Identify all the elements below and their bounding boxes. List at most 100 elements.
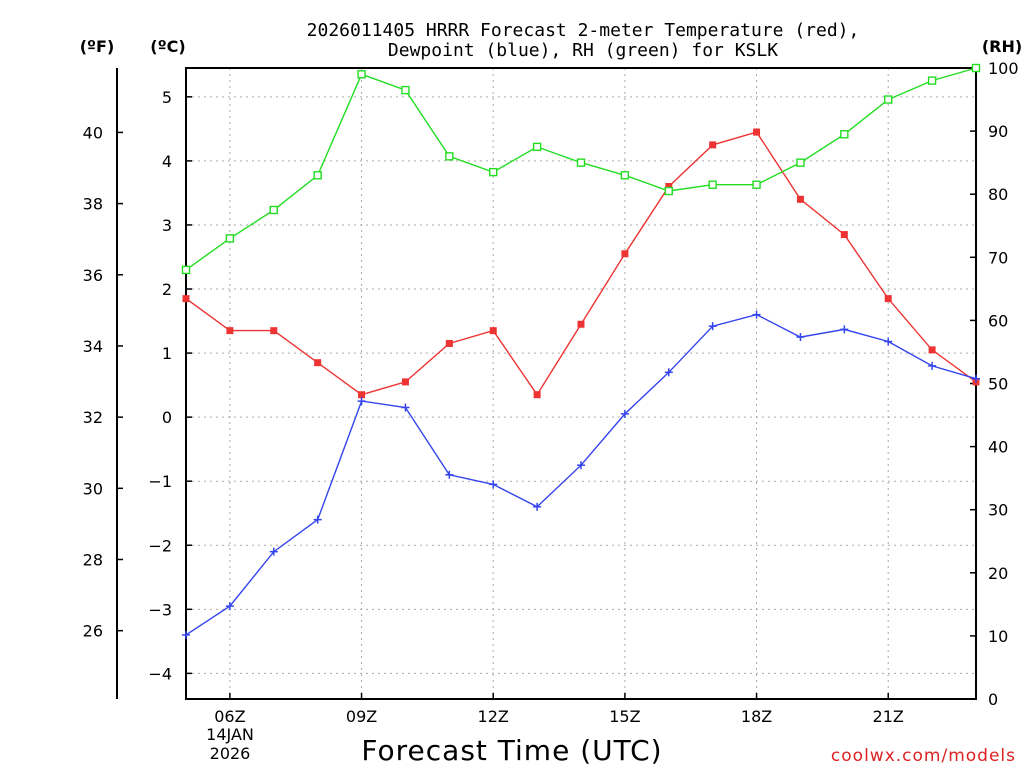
date-label-year: 2026: [210, 744, 251, 763]
x-tick-label: 18Z: [741, 707, 772, 726]
fahrenheit-tick-label: 36: [83, 266, 103, 285]
celsius-tick-label: 4: [162, 152, 172, 171]
2-meter-temperature-point: [884, 295, 892, 303]
rh-tick-label: 90: [988, 122, 1008, 141]
dewpoint-point: [972, 374, 980, 383]
dewpoint-point: [620, 409, 629, 418]
rh-tick-label: 20: [988, 564, 1008, 583]
chart-title-line-1: 2026011405 HRRR Forecast 2-meter Tempera…: [307, 20, 860, 41]
rh-point: [884, 95, 893, 104]
dewpoint-point: [928, 361, 937, 370]
rh-point: [796, 158, 805, 167]
dewpoint-point: [884, 337, 893, 346]
fahrenheit-tick-label: 30: [83, 479, 103, 498]
dewpoint-line: [185, 313, 977, 636]
2-meter-temperature-point: [270, 327, 278, 335]
source-credit: coolwx.com/models: [831, 746, 1016, 766]
rh-point: [927, 76, 937, 85]
x-tick-label: 09Z: [346, 707, 377, 726]
dewpoint-point: [752, 310, 761, 319]
rh-line: [185, 67, 977, 271]
date-label-day: 14JAN: [206, 725, 254, 744]
2-meter-temperature-point: [445, 339, 453, 347]
rh-point: [489, 167, 498, 177]
celsius-tick-label: 1: [162, 344, 172, 363]
rh-point: [971, 63, 981, 73]
dewpoint-point: [489, 480, 498, 489]
celsius-unit-label: (ºC): [150, 37, 185, 56]
rh-point: [664, 186, 673, 196]
2-meter-temperature-point: [621, 250, 629, 258]
dewpoint-point: [401, 403, 410, 412]
2-meter-temperature-point: [796, 195, 804, 203]
fahrenheit-unit-label: (ºF): [80, 37, 115, 56]
dewpoint-point: [313, 515, 322, 524]
data-series: [181, 63, 981, 639]
rh-tick-label: 70: [988, 248, 1008, 267]
rh-tick-label: 40: [988, 438, 1008, 457]
dewpoint-point: [445, 470, 454, 479]
rh-tick-label: 0: [988, 690, 998, 709]
rh-point: [401, 85, 410, 95]
2-meter-temperature-point: [489, 327, 497, 335]
x-tick-label: 15Z: [609, 707, 640, 726]
celsius-tick-label: 0: [162, 408, 172, 427]
rh-point: [752, 180, 761, 189]
2-meter-temperature-point: [314, 359, 322, 367]
rh-tick-label: 30: [988, 501, 1008, 520]
2-meter-temperature-point: [358, 391, 366, 399]
x-tick-label: 06Z: [214, 707, 245, 726]
rh-point: [708, 180, 717, 189]
2-meter-temperature-point: [226, 327, 234, 335]
2-meter-temperature-point: [577, 320, 585, 328]
celsius-tick-label: 3: [162, 216, 172, 235]
2-meter-temperature-point: [533, 391, 541, 399]
celsius-tick-label: −3: [148, 600, 172, 619]
dewpoint-point: [796, 333, 805, 342]
rh-tick-label: 100: [988, 59, 1019, 78]
rh-point: [576, 158, 586, 167]
x-tick-label: 12Z: [478, 707, 509, 726]
rh-point: [620, 171, 630, 180]
rh-unit-label: (RH): [982, 37, 1022, 56]
2-meter-temperature-line: [185, 131, 977, 396]
rh-tick-label: 60: [988, 311, 1008, 330]
2-meter-temperature-series: [182, 128, 980, 399]
dewpoint-point: [664, 368, 673, 377]
dewpoint-point: [269, 547, 278, 556]
rh-point: [181, 265, 191, 275]
fahrenheit-tick-label: 34: [83, 337, 103, 356]
celsius-tick-label: 5: [162, 88, 172, 107]
2-meter-temperature-point: [665, 183, 673, 191]
rh-point: [269, 205, 278, 215]
rh-point: [840, 130, 849, 139]
rh-tick-label: 10: [988, 627, 1008, 646]
2-meter-temperature-point: [182, 295, 190, 303]
dewpoint-point: [577, 461, 585, 470]
dewpoint-point: [357, 397, 366, 406]
celsius-tick-label: −2: [148, 536, 172, 555]
rh-point: [225, 234, 235, 243]
celsius-tick-label: −4: [148, 664, 172, 683]
fahrenheit-tick-label: 32: [83, 408, 103, 427]
celsius-tick-label: −1: [148, 472, 172, 491]
dewpoint-point: [182, 630, 190, 639]
rh-point: [313, 171, 322, 180]
dewpoint-point: [708, 322, 717, 331]
fahrenheit-tick-label: 40: [83, 123, 103, 142]
axes: −4−3−2−101234526283032343638400102030405…: [83, 59, 1019, 726]
rh-point: [532, 142, 542, 152]
rh-tick-label: 50: [988, 375, 1008, 394]
x-tick-label: 21Z: [873, 707, 904, 726]
rh-point: [445, 152, 454, 161]
2-meter-temperature-point: [840, 231, 848, 239]
x-axis-title: Forecast Time (UTC): [361, 734, 662, 767]
rh-point: [357, 70, 366, 79]
fahrenheit-tick-label: 26: [83, 622, 103, 641]
2-meter-temperature-point: [401, 378, 409, 386]
2-meter-temperature-point: [928, 346, 936, 354]
fahrenheit-tick-label: 28: [83, 550, 103, 569]
rh-series: [181, 63, 981, 275]
